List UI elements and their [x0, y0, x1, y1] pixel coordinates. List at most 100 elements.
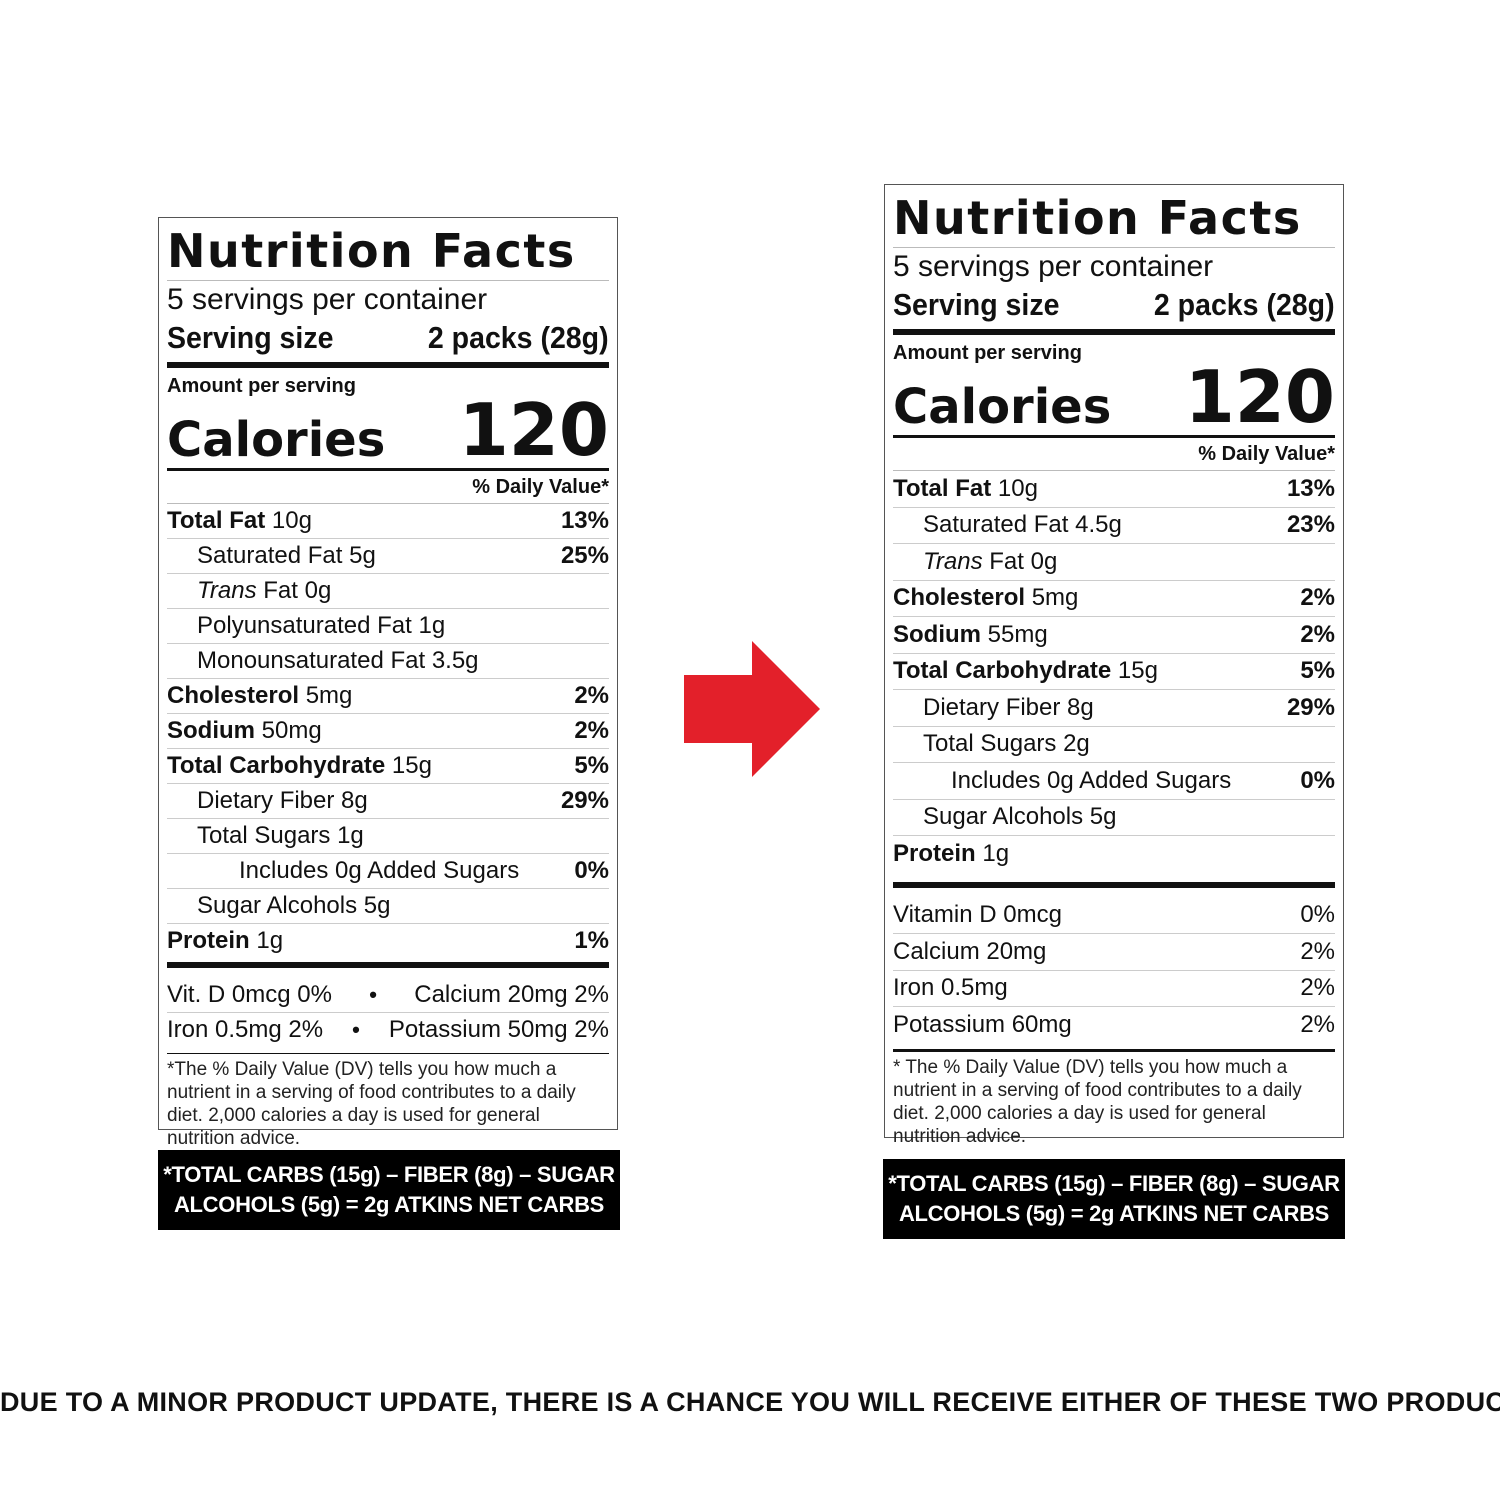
- nutrient-row-dietary-fiber: Dietary Fiber 8g 29%: [893, 690, 1335, 727]
- net-carbs-line2: ALCOHOLS (5g) = 2g ATKINS NET CARBS: [898, 1201, 1330, 1226]
- nutrient-amount: 10g: [997, 474, 1038, 502]
- nutrient-name-italic: Trans: [197, 577, 257, 605]
- nutrient-amount: 1g: [418, 612, 446, 640]
- arrow-right-icon: [684, 641, 820, 777]
- bullet-dot: •: [352, 1017, 360, 1043]
- nutrient-row-total-carbohydrate: Total Carbohydrate 15g 5%: [167, 749, 609, 785]
- nutrient-name: Fat: [989, 547, 1024, 575]
- vitamin-name: Potassium 60mg: [893, 1010, 1072, 1038]
- nutrient-amount: 1g: [337, 822, 364, 850]
- nutrient-pct: 0%: [1300, 766, 1335, 794]
- nutrient-amount: 5g: [349, 542, 376, 570]
- nutrient-amount: 55mg: [987, 620, 1048, 648]
- nutrient-name: Saturated Fat: [197, 542, 343, 570]
- net-carbs-line2: ALCOHOLS (5g) = 2g ATKINS NET CARBS: [173, 1192, 605, 1217]
- nutrient-amount: 8g: [1067, 693, 1094, 721]
- nutrient-pct: 2%: [1300, 584, 1335, 612]
- servings-per-container: 5 servings per container: [893, 250, 1214, 283]
- calories-label: Calories: [167, 412, 386, 469]
- nutrient-name: Total Sugars: [197, 822, 331, 850]
- divider-thick: [893, 881, 1335, 888]
- nutrient-pct: 2%: [574, 682, 609, 710]
- nutrient-pct: 5%: [574, 752, 609, 780]
- nutrient-name: Includes 0g Added Sugars: [239, 857, 520, 885]
- nutrient-name: Monounsaturated Fat: [197, 647, 426, 675]
- vitamin-row-vitamin-d: Vitamin D 0mcg 0%: [893, 898, 1335, 935]
- nutrient-amount: 3.5g: [431, 647, 479, 675]
- nutrient-row-sodium: Sodium 50mg 2%: [167, 714, 609, 750]
- nutrient-pct: 29%: [1286, 693, 1335, 721]
- amount-per-serving: Amount per serving: [893, 341, 1082, 364]
- daily-value-header: % Daily Value*: [893, 438, 1335, 472]
- nutrient-row-total-sugars: Total Sugars 1g: [167, 819, 609, 855]
- vitamin-list: Vitamin D 0mcg 0% Calcium 20mg 2% Iron 0…: [893, 898, 1335, 1043]
- nutrient-amount: 5mg: [305, 682, 353, 710]
- nutrient-amount: 8g: [341, 787, 368, 815]
- net-carbs-line1: *TOTAL CARBS (15g) – FIBER (8g) – SUGAR: [888, 1171, 1340, 1196]
- bullet-dot: •: [369, 982, 377, 1008]
- product-update-notice: DUE TO A MINOR PRODUCT UPDATE, THERE IS …: [0, 1387, 1500, 1417]
- vitamin-pct: 0%: [1300, 901, 1335, 929]
- nutrient-row-sugar-alcohols: Sugar Alcohols 5g: [893, 800, 1335, 837]
- vitamin-pct: 2%: [1300, 974, 1335, 1002]
- nutrient-pct: 13%: [560, 507, 609, 535]
- nutrient-name: Cholesterol: [167, 682, 300, 710]
- nutrient-row-total-fat: Total Fat 10g 13%: [893, 471, 1335, 508]
- divider-medium: [893, 435, 1335, 439]
- nutrient-row-cholesterol: Cholesterol 5mg 2%: [167, 679, 609, 715]
- vitamin-name: Calcium 20mg: [893, 937, 1047, 965]
- nutrient-amount: 1g: [982, 839, 1010, 867]
- nutrient-name: Total Sugars: [923, 730, 1057, 758]
- nutrient-pct: 2%: [1300, 620, 1335, 648]
- nutrient-name: Total Carbohydrate: [167, 752, 386, 780]
- vitamin-name: Vitamin D 0mcg: [893, 901, 1062, 929]
- serving-size-value: 2 packs (28g): [1153, 286, 1335, 322]
- daily-value-header: % Daily Value*: [167, 471, 609, 505]
- nutrient-pct: 1%: [574, 927, 609, 955]
- nutrient-pct: 5%: [1300, 657, 1335, 685]
- footnote: * The % Daily Value (DV) tells you how m…: [893, 1048, 1335, 1148]
- nutrient-row-dietary-fiber: Dietary Fiber 8g 29%: [167, 784, 609, 820]
- nutrient-amount: 1g: [256, 927, 284, 955]
- serving-size: Serving size 2 packs (28g): [167, 319, 609, 356]
- nutrient-row-saturated-fat: Saturated Fat 5g 25%: [167, 539, 609, 575]
- nutrient-name: Dietary Fiber: [197, 787, 335, 815]
- vitamin-name: Iron 0.5mg: [893, 974, 1008, 1002]
- net-carbs-banner-new: *TOTAL CARBS (15g) – FIBER (8g) – SUGAR …: [883, 1159, 1345, 1239]
- footnote: *The % Daily Value (DV) tells you how mu…: [167, 1053, 609, 1150]
- servings-per-container: 5 servings per container: [167, 283, 488, 316]
- nutrient-row-protein: Protein 1g 1%: [167, 924, 609, 958]
- nutrient-name-italic: Trans: [923, 547, 983, 575]
- nutrient-pct: 29%: [560, 787, 609, 815]
- nutrient-row-saturated-fat: Saturated Fat 4.5g 23%: [893, 508, 1335, 545]
- serving-size: Serving size 2 packs (28g): [893, 286, 1335, 323]
- label-title: Nutrition Facts: [167, 228, 609, 281]
- nutrient-amount: 15g: [391, 752, 432, 780]
- nutrient-name: Sodium: [893, 620, 981, 648]
- serving-size-label: Serving size: [893, 286, 1060, 322]
- nutrient-amount: 4.5g: [1075, 511, 1122, 539]
- net-carbs-banner-old: *TOTAL CARBS (15g) – FIBER (8g) – SUGAR …: [158, 1150, 620, 1230]
- nutrient-pct: 25%: [560, 542, 609, 570]
- nutrient-amount: 50mg: [261, 717, 322, 745]
- label-title: Nutrition Facts: [893, 195, 1335, 248]
- nutrient-name: Sodium: [167, 717, 255, 745]
- calories-value: 120: [458, 387, 609, 472]
- calories-row: Calories 120: [167, 387, 609, 472]
- nutrient-row-total-fat: Total Fat 10g 13%: [167, 504, 609, 540]
- vitamin-row: Iron 0.5mg 2% • Potassium 50mg 2%: [167, 1013, 609, 1047]
- nutrient-row-total-sugars: Total Sugars 2g: [893, 727, 1335, 764]
- nutrient-amount: 15g: [1117, 657, 1158, 685]
- nutrient-row-monounsaturated-fat: Monounsaturated Fat 3.5g: [167, 644, 609, 680]
- vitamin-right: Calcium 20mg 2%: [414, 981, 609, 1009]
- nutrient-pct: 0%: [574, 857, 609, 885]
- nutrient-row-polyunsaturated-fat: Polyunsaturated Fat 1g: [167, 609, 609, 645]
- nutrient-name: Protein: [167, 927, 250, 955]
- nutrient-amount: 5g: [363, 892, 391, 920]
- vitamin-row-potassium: Potassium 60mg 2%: [893, 1007, 1335, 1043]
- vitamin-right: Potassium 50mg 2%: [388, 1016, 609, 1044]
- nutrient-name: Dietary Fiber: [923, 693, 1061, 721]
- vitamin-row: Vit. D 0mcg 0% • Calcium 20mg 2%: [167, 978, 609, 1014]
- nutrient-row-cholesterol: Cholesterol 5mg 2%: [893, 581, 1335, 618]
- calories-value: 120: [1184, 354, 1335, 439]
